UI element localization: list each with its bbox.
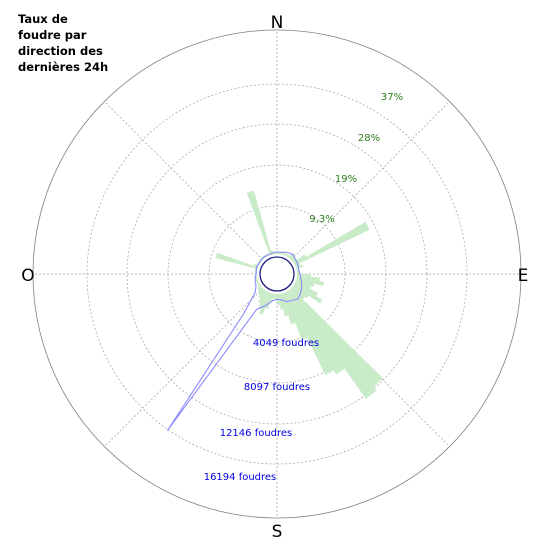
percent-wedge bbox=[287, 290, 345, 375]
count-line-layer bbox=[166, 251, 303, 431]
compass-east-label: E bbox=[518, 266, 529, 286]
percent-wedge bbox=[290, 288, 383, 387]
percent-wedge bbox=[286, 254, 290, 258]
percent-wedge bbox=[295, 280, 311, 289]
percent-wedge bbox=[285, 253, 288, 257]
percent-wedge bbox=[256, 282, 260, 286]
percent-wedge bbox=[296, 275, 320, 282]
percent-ring-label: 37% bbox=[381, 92, 403, 103]
percent-wedge bbox=[256, 281, 259, 284]
compass-labels: N E S O bbox=[21, 13, 528, 542]
percent-wedge bbox=[258, 288, 265, 295]
ring-labels: 9,3% 19% 28% 37% 4049 foudres 8097 foudres 121… bbox=[204, 92, 403, 483]
title-line: Taux de bbox=[18, 12, 68, 26]
percent-wedge bbox=[278, 293, 284, 310]
inner-circle bbox=[259, 256, 295, 292]
percent-wedge bbox=[294, 221, 370, 266]
percent-wedge bbox=[288, 289, 377, 399]
percent-wedge bbox=[282, 252, 285, 256]
count-ring-label: 4049 foudres bbox=[253, 338, 319, 349]
count-ring-label: 16194 foudres bbox=[204, 472, 277, 483]
percent-wedge bbox=[295, 279, 315, 287]
percent-wedge bbox=[258, 289, 266, 299]
title-line: direction des bbox=[18, 44, 103, 58]
percent-wedge bbox=[257, 284, 261, 287]
percent-wedge bbox=[288, 253, 293, 259]
percent-wedge bbox=[215, 252, 259, 269]
percent-wedge bbox=[272, 293, 276, 299]
percent-wedge bbox=[284, 292, 308, 341]
percent-ring-label: 19% bbox=[335, 174, 357, 185]
percent-wedge bbox=[258, 291, 269, 309]
percent-wedge bbox=[257, 285, 262, 290]
percent-wedge bbox=[296, 271, 300, 274]
percent-wedge bbox=[259, 292, 271, 315]
title-line: dernières 24h bbox=[18, 60, 108, 74]
percent-wedges bbox=[215, 190, 383, 399]
percent-wedge bbox=[269, 293, 274, 303]
percent-wedge bbox=[253, 263, 259, 268]
compass-west-label: O bbox=[21, 266, 34, 286]
percent-wedge bbox=[283, 253, 287, 256]
title-line: foudre par bbox=[18, 28, 87, 42]
percent-wedge bbox=[280, 293, 289, 317]
percent-ring-label: 9,3% bbox=[309, 214, 334, 225]
compass-south-label: S bbox=[272, 522, 283, 542]
percent-wedge bbox=[291, 286, 305, 300]
grid-spoke bbox=[104, 101, 264, 261]
grid-spoke bbox=[104, 287, 264, 447]
percent-wedge bbox=[285, 291, 334, 375]
percent-ring-label: 28% bbox=[358, 133, 380, 144]
chart-title: Taux de foudre par direction des dernièr… bbox=[18, 12, 108, 74]
count-ring-label: 8097 foudres bbox=[244, 382, 310, 393]
percent-wedge bbox=[295, 264, 303, 269]
count-ring-label: 12146 foudres bbox=[220, 428, 293, 439]
percent-wedge bbox=[294, 282, 319, 297]
grid-spoke bbox=[290, 101, 450, 261]
percent-wedge bbox=[246, 190, 272, 256]
compass-north-label: N bbox=[271, 13, 284, 33]
percent-wedge bbox=[293, 283, 323, 304]
percent-wedge bbox=[257, 290, 268, 304]
percent-wedge bbox=[282, 292, 296, 325]
percent-wedge bbox=[296, 277, 324, 286]
percent-wedge bbox=[289, 253, 296, 260]
outer-ring bbox=[32, 29, 522, 519]
percent-wedge bbox=[258, 287, 263, 292]
count-line bbox=[166, 251, 303, 431]
percent-wedge bbox=[255, 279, 259, 282]
